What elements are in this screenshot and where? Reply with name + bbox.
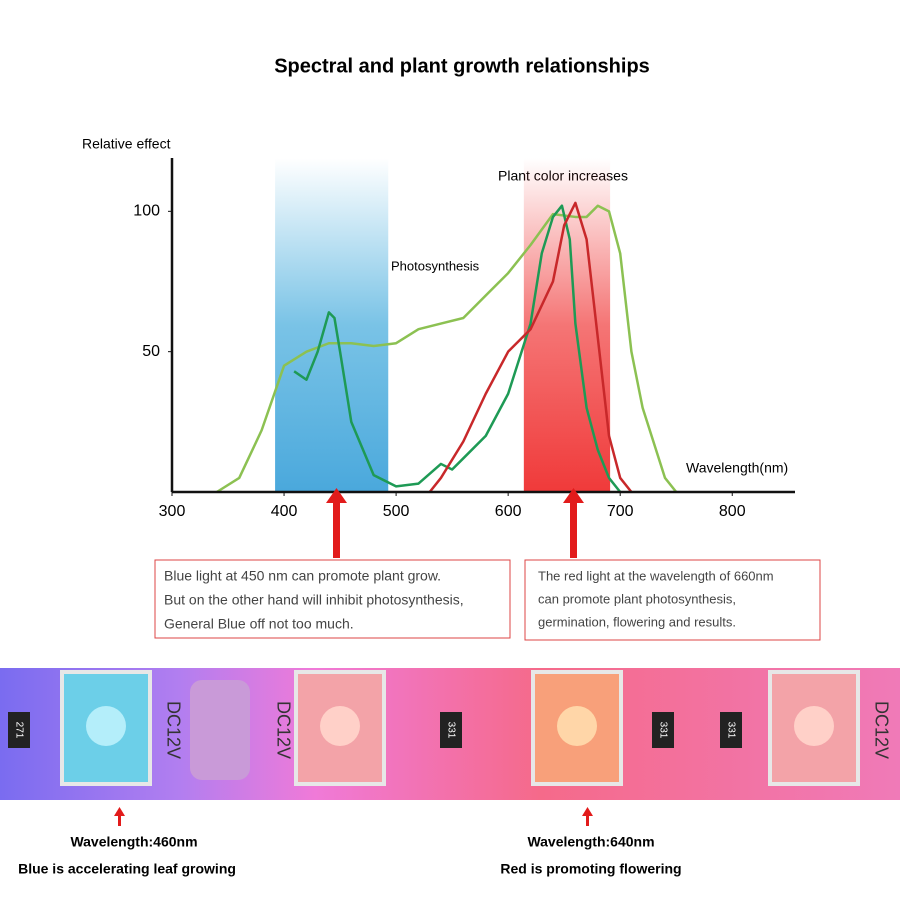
band bbox=[275, 158, 389, 492]
led bbox=[768, 670, 860, 786]
led-light bbox=[86, 706, 126, 746]
x-tick-label: 800 bbox=[719, 503, 746, 520]
info-box bbox=[524, 559, 821, 641]
info-box bbox=[154, 559, 511, 639]
box-text: The red light at the wavelength of 660nm bbox=[538, 568, 774, 583]
caption: Blue is accelerating leaf growing bbox=[18, 861, 236, 877]
x-tick-label: 700 bbox=[607, 503, 634, 520]
arrow bbox=[326, 488, 347, 503]
resistor bbox=[8, 712, 30, 748]
x-tick-label: 300 bbox=[159, 503, 186, 520]
arrow bbox=[563, 488, 584, 503]
arrow bbox=[570, 500, 577, 558]
arrow bbox=[582, 807, 593, 816]
chart-title: Spectral and plant growth relationships bbox=[274, 55, 650, 77]
arrow bbox=[333, 500, 340, 558]
led-strip: 271 DC12V DC12V 331 331 331 DC12V bbox=[0, 668, 900, 800]
led-light bbox=[557, 706, 597, 746]
pad bbox=[190, 680, 250, 780]
series-line bbox=[216, 204, 678, 494]
caption: Wavelength:640nm bbox=[527, 834, 654, 850]
strip-label: 331 bbox=[445, 722, 456, 739]
arrow bbox=[586, 814, 589, 826]
arrow bbox=[118, 814, 121, 826]
x-axis-label: Wavelength(nm) bbox=[686, 460, 788, 476]
strip-label: 331 bbox=[725, 722, 736, 739]
arrow bbox=[114, 807, 125, 816]
box-text: can promote plant photosynthesis, bbox=[538, 591, 736, 606]
y-axis-label: Relative effect bbox=[82, 136, 171, 152]
x-tick-label: 500 bbox=[383, 503, 410, 520]
arrows bbox=[326, 488, 584, 558]
box-text: But on the other hand will inhibit photo… bbox=[164, 592, 464, 608]
led-light bbox=[794, 706, 834, 746]
box-text: Blue light at 450 nm can promote plant g… bbox=[164, 568, 441, 584]
strip-label: DC12V bbox=[163, 701, 183, 759]
series-line bbox=[428, 201, 633, 493]
strip-label: DC12V bbox=[273, 701, 293, 759]
resistor bbox=[720, 712, 742, 748]
y-tick-label: 50 bbox=[142, 343, 160, 360]
box-text: germination, flowering and results. bbox=[538, 614, 736, 629]
resistor bbox=[440, 712, 462, 748]
led bbox=[531, 670, 623, 786]
resistor bbox=[652, 712, 674, 748]
strip-label: 271 bbox=[13, 722, 24, 739]
strip-label: 331 bbox=[657, 722, 668, 739]
x-tick-label: 600 bbox=[495, 503, 522, 520]
y-tick-label: 100 bbox=[133, 203, 160, 220]
caption: Wavelength:460nm bbox=[70, 834, 197, 850]
x-tick-label: 400 bbox=[271, 503, 298, 520]
annotation: Photosynthesis bbox=[391, 258, 480, 273]
led-light bbox=[320, 706, 360, 746]
strip-label: DC12V bbox=[871, 701, 891, 759]
series-line bbox=[293, 204, 622, 493]
caption: Red is promoting flowering bbox=[500, 861, 681, 877]
plot: 300 400 500 600 700 800 50 100 bbox=[133, 158, 795, 520]
box-text: General Blue off not too much. bbox=[164, 616, 354, 632]
